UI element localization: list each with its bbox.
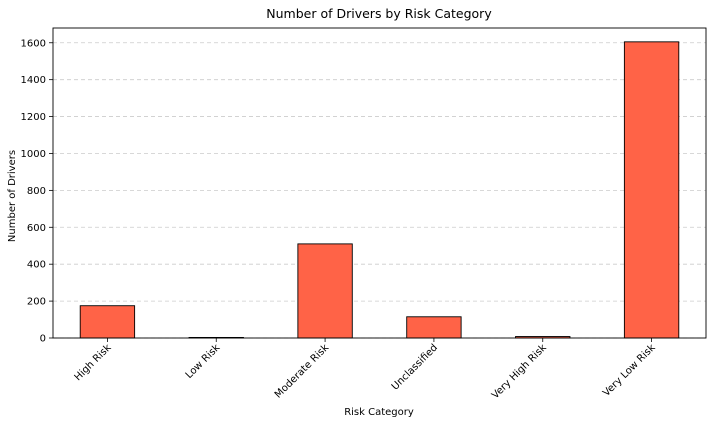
y-tick-label: 1600 [21,38,46,49]
y-tick-label: 600 [27,223,46,234]
y-tick-label: 400 [27,260,46,271]
y-tick-label: 1400 [21,75,46,86]
chart-title: Number of Drivers by Risk Category [266,6,492,21]
y-tick-label: 1000 [21,149,46,160]
x-tick-label: Very High Risk [490,342,549,401]
y-axis-title: Number of Drivers [7,150,18,242]
y-axis-ticks: 0 200 400 600 800 1000 1200 1400 1600 [21,38,53,345]
x-tick-label: High Risk [73,342,114,383]
bar [297,243,353,339]
y-tick-label: 1200 [21,112,46,123]
bars [79,41,680,339]
gridlines [53,42,706,339]
x-axis-ticks: High Risk Low Risk Moderate Risk Unclassifi… [73,338,658,401]
bar [79,305,136,339]
y-tick-label: 800 [27,186,46,197]
plot-frame [52,27,707,339]
bar [406,316,462,339]
x-tick-label: Moderate Risk [273,342,331,400]
x-axis-title: Risk Category [344,407,414,418]
y-tick-label: 200 [27,297,46,308]
axes [52,27,707,339]
x-tick-label: Low Risk [184,342,223,381]
y-tick-label: 0 [40,334,46,345]
bar [623,41,680,339]
x-tick-label: Unclassified [390,342,440,392]
x-tick-label: Very Low Risk [601,342,658,399]
